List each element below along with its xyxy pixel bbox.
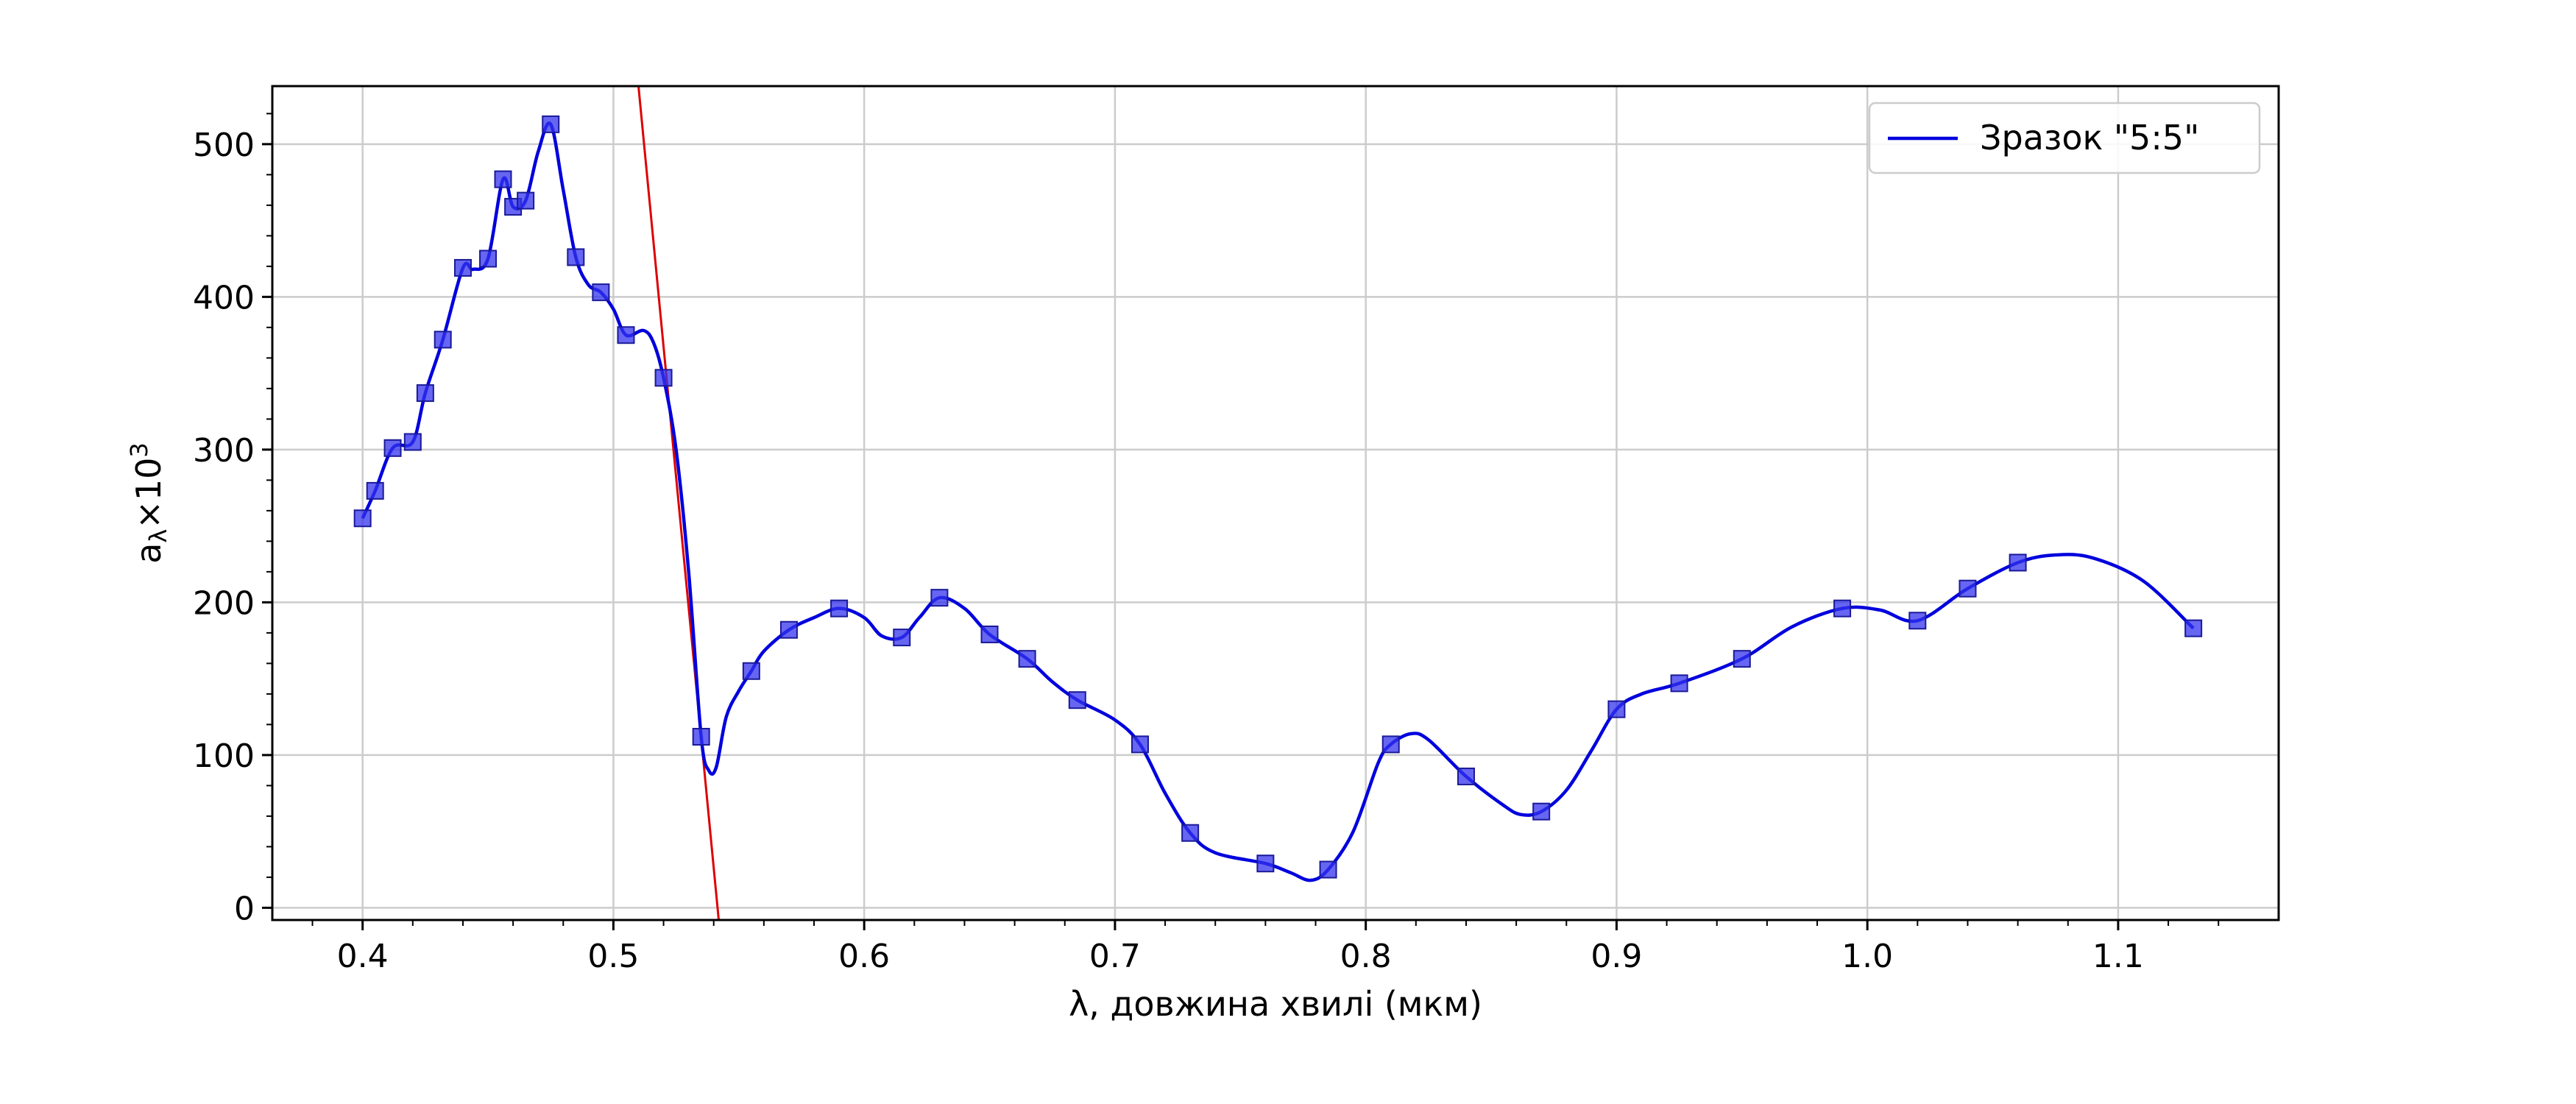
data-point [893,629,911,647]
data-point [1532,802,1551,821]
y-tick-label: 0 [234,890,255,927]
tangent-line-layer [637,85,721,921]
data-point [403,433,422,451]
data-point [1733,650,1751,668]
data-point [1833,599,1852,618]
data-point [542,115,560,133]
x-tick-label: 0.5 [587,938,639,975]
data-point [692,727,710,746]
data-point [830,599,849,618]
data-point [1958,579,1977,598]
data-point [494,170,512,188]
data-point [980,625,999,643]
data-point [1908,612,1927,630]
data-point [517,191,535,210]
data-point [453,258,472,277]
x-tick-label: 0.4 [337,938,389,975]
x-tick-label: 1.0 [1841,938,1893,975]
data-point [1256,854,1275,873]
data-point [1319,860,1337,879]
data-point [366,481,384,500]
data-point [592,283,610,302]
data-point [1181,824,1200,842]
data-point [654,369,673,387]
data-point [1068,691,1086,710]
data-point [779,620,798,639]
data-point [434,330,452,349]
data-point [1130,735,1149,754]
data-point [1670,674,1688,693]
y-tick-label: 100 [193,737,255,775]
x-axis-label: λ, довжина хвилі (мкм) [1069,984,1482,1024]
data-point [479,250,498,268]
y-tick-label: 300 [193,432,255,470]
axis-ticks [262,113,2220,930]
x-tick-label: 1.1 [2092,938,2144,975]
y-axis-label: aλ×103 [125,442,172,564]
y-tick-label: 200 [193,584,255,622]
x-tick-label: 0.9 [1590,938,1642,975]
y-axis-label-main: a [129,543,169,564]
data-point [416,384,434,403]
plot-frame [271,85,2280,921]
data-point [1457,767,1475,785]
tangent-line [637,85,721,921]
data-point [567,248,585,266]
x-tick-label: 0.7 [1089,938,1141,975]
data-point [1607,700,1626,718]
grid [272,86,2279,920]
data-point [353,509,372,528]
data-point [742,662,760,680]
axis-tick-labels: 0.4 0.5 0.6 0.7 0.8 0.9 1.0 1.1 0 100 200 300 400 500 [193,127,2144,975]
data-point [383,439,402,457]
data-point [1381,735,1400,754]
data-point [617,326,635,344]
legend: Зразок "5:5" [1868,102,2261,174]
data-point [1018,650,1036,668]
y-axis-label-subscript: λ [144,529,172,543]
data-point [930,589,949,607]
x-tick-label: 0.8 [1340,938,1392,975]
data-point [2009,553,2027,572]
y-tick-label: 500 [193,127,255,164]
data-point [2184,619,2203,637]
y-axis-label-superscript: 3 [125,442,153,457]
x-tick-label: 0.6 [838,938,890,975]
legend-box [1868,102,2261,174]
series-markers [353,115,2203,879]
legend-label: Зразок "5:5" [1980,118,2199,158]
y-axis-label-rest: ×10 [129,458,169,529]
y-tick-label: 400 [193,279,255,316]
